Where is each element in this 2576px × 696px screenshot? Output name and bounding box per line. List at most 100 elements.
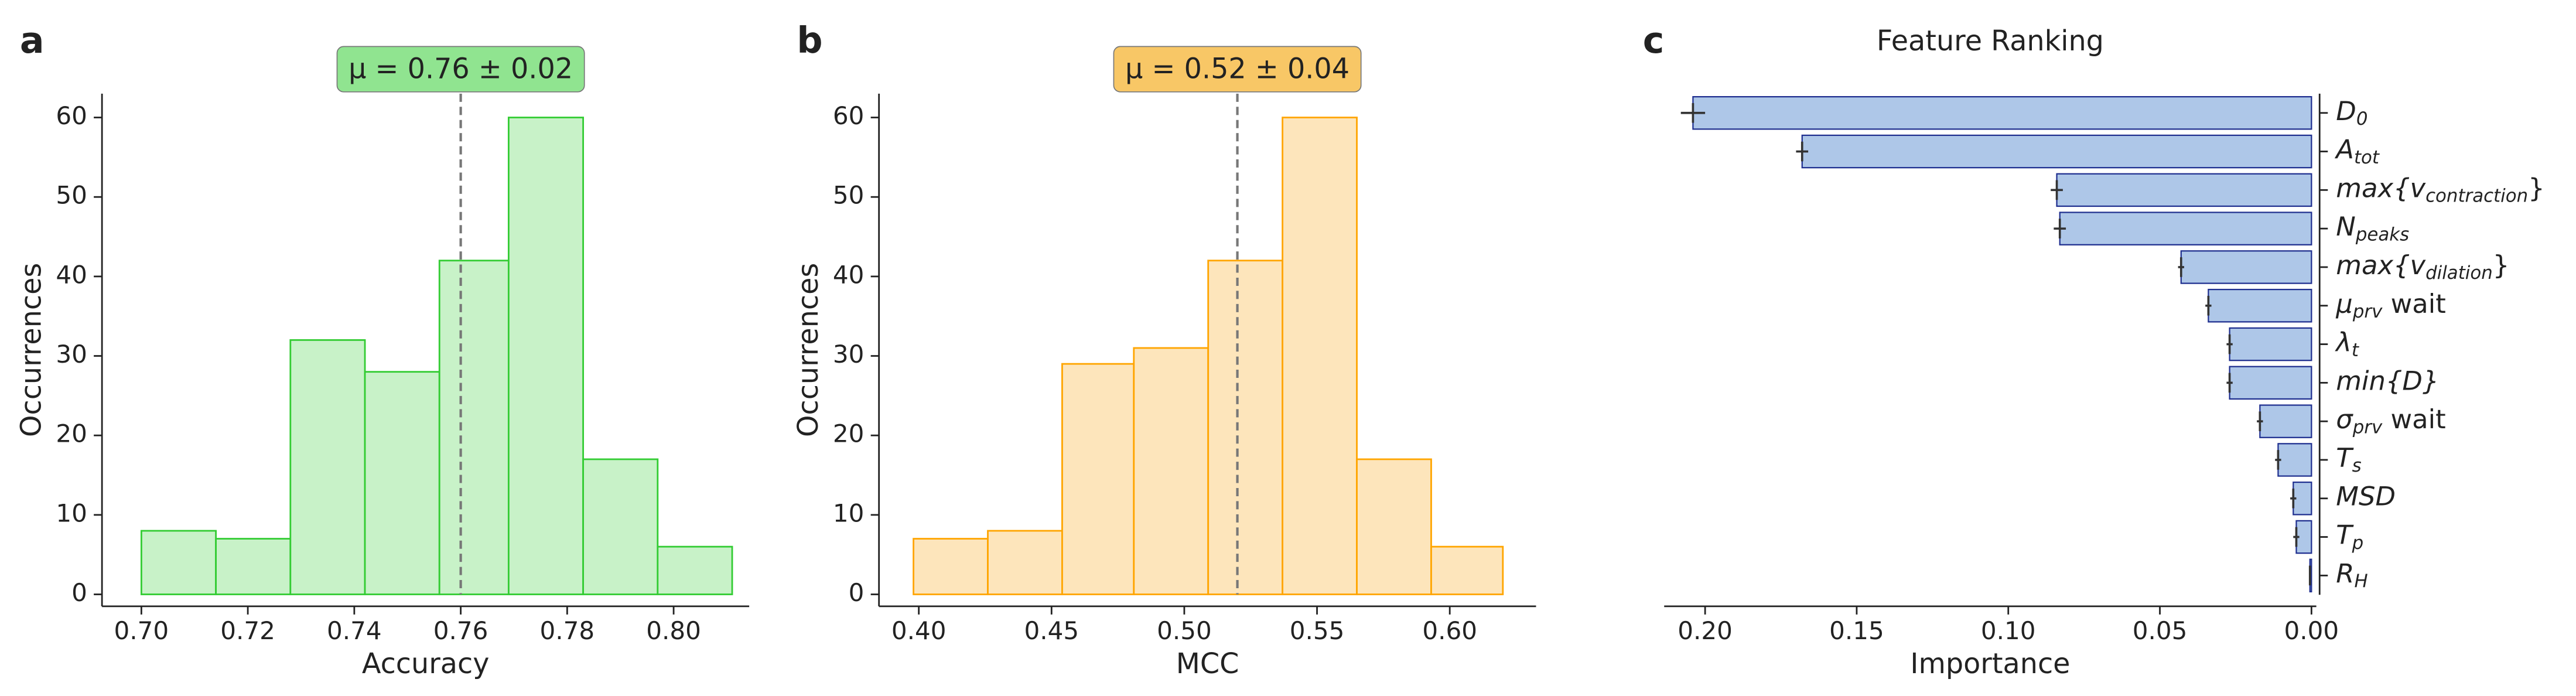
x-tick-label: 0.15	[1829, 616, 1884, 645]
histogram-bar	[1430, 545, 1504, 595]
panel-letter: a	[20, 19, 45, 62]
label-subscript: peaks	[2355, 224, 2409, 245]
histogram-bar	[215, 538, 292, 595]
x-axis-label: MCC	[1176, 648, 1239, 680]
y-tick-label: 20	[833, 419, 865, 448]
label-main: T	[2336, 520, 2354, 551]
label-main: max{v	[2336, 250, 2426, 281]
y-tick-label: 50	[56, 181, 87, 210]
x-axis-label: Importance	[1910, 648, 2070, 680]
y-tick-label: 10	[833, 499, 865, 527]
category-label: σprv wait	[2336, 404, 2445, 438]
label-tail: }	[2493, 250, 2510, 281]
label-subscript: contraction	[2425, 185, 2528, 206]
bar	[2059, 211, 2312, 245]
x-tick-label: 0.05	[2133, 616, 2188, 645]
histogram-bar	[1282, 117, 1358, 595]
category-label: max{vdilation}	[2336, 250, 2509, 284]
x-tick-label: 0.00	[2284, 616, 2339, 645]
bar	[2259, 404, 2312, 438]
histogram-bar	[140, 530, 217, 595]
annotation-box	[336, 46, 585, 93]
label-main: min{D}	[2336, 365, 2439, 396]
label-tail: wait	[2382, 404, 2445, 435]
label-main: λ	[2335, 327, 2352, 358]
label-subscript: tot	[2354, 146, 2380, 168]
x-tick-label: 0.70	[114, 616, 169, 645]
histogram-bar	[1207, 260, 1284, 595]
bar	[2056, 173, 2312, 207]
y-tick-label: 0	[71, 578, 87, 607]
histogram-bar	[987, 530, 1063, 595]
label-main: σ	[2336, 404, 2353, 435]
y-tick-label: 60	[56, 101, 87, 130]
y-tick-label: 50	[833, 181, 865, 210]
y-tick-label: 40	[56, 260, 87, 289]
y-tick-label: 10	[56, 499, 87, 527]
histogram-bar	[1061, 363, 1135, 595]
x-tick-label: 0.20	[1678, 616, 1733, 645]
y-axis-label: Occurrences	[15, 263, 47, 437]
label-subscript: 0	[2356, 108, 2368, 129]
histogram-bar	[1356, 458, 1432, 595]
bar	[1801, 134, 2312, 169]
category-label: μprv wait	[2335, 288, 2446, 322]
bar	[2208, 288, 2312, 323]
panel-letter: b	[797, 19, 822, 62]
label-main: μ	[2335, 288, 2353, 319]
histogram-bar	[364, 371, 440, 595]
label-subscript: p	[2352, 532, 2364, 553]
y-tick-label: 30	[833, 340, 865, 369]
label-main: MSD	[2336, 481, 2396, 512]
bar	[2229, 327, 2312, 361]
label-subscript: s	[2352, 455, 2362, 476]
category-label: Npeaks	[2336, 211, 2409, 245]
histogram-bar	[913, 538, 989, 595]
y-tick-label: 40	[833, 260, 865, 289]
category-label: D0	[2336, 95, 2367, 129]
category-label: min{D}	[2336, 365, 2439, 396]
histogram-bar	[507, 117, 584, 595]
y-axis-label: Occurrences	[792, 263, 825, 437]
label-subscript: t	[2352, 339, 2360, 360]
label-main: R	[2336, 558, 2354, 589]
category-label: RH	[2336, 558, 2367, 592]
x-tick-label: 0.50	[1157, 616, 1212, 645]
label-main: T	[2336, 442, 2354, 473]
label-main: A	[2334, 134, 2354, 165]
category-label: MSD	[2336, 481, 2396, 512]
category-label: max{vcontraction}	[2336, 172, 2544, 206]
panel-letter: c	[1643, 19, 1665, 62]
histogram-bar	[582, 458, 659, 595]
label-subscript: prv	[2352, 417, 2383, 438]
chart-title: Feature Ranking	[1877, 25, 2104, 57]
label-tail: wait	[2382, 288, 2445, 319]
x-tick-label: 0.45	[1024, 616, 1079, 645]
y-tick-label: 0	[849, 578, 865, 607]
label-subscript: dilation	[2425, 262, 2493, 284]
x-axis-label: Accuracy	[362, 648, 490, 680]
x-tick-label: 0.72	[220, 616, 275, 645]
annotation-box	[1113, 46, 1362, 93]
label-main: N	[2336, 211, 2356, 242]
x-tick-label: 0.60	[1422, 616, 1477, 645]
mean-annotation: μ = 0.76 ± 0.02	[349, 53, 573, 86]
histogram-bar	[657, 545, 733, 595]
x-tick-label: 0.55	[1290, 616, 1345, 645]
histogram-bar	[438, 260, 510, 595]
category-label: Atot	[2334, 134, 2380, 168]
x-tick-label: 0.78	[540, 616, 595, 645]
x-tick-label: 0.76	[433, 616, 488, 645]
category-label: Tp	[2336, 520, 2363, 554]
category-label: λt	[2335, 327, 2360, 361]
label-main: max{v	[2336, 172, 2426, 203]
histogram-bar	[1133, 347, 1210, 595]
bar	[2180, 250, 2312, 284]
x-tick-label: 0.10	[1981, 616, 2036, 645]
label-main: D	[2336, 95, 2356, 127]
x-tick-label: 0.80	[646, 616, 701, 645]
mean-annotation: μ = 0.52 ± 0.04	[1125, 53, 1350, 86]
label-tail: }	[2528, 172, 2545, 203]
y-tick-label: 30	[56, 340, 87, 369]
